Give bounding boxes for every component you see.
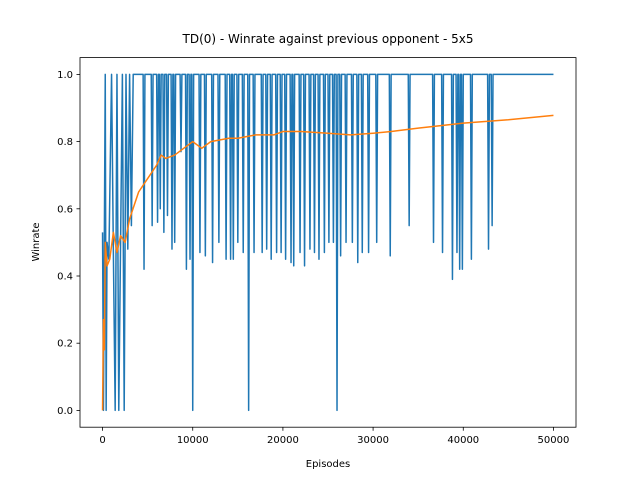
- x-tick-label: 40000: [447, 435, 479, 446]
- x-tick-label: 30000: [357, 435, 389, 446]
- y-tick-label: 1.0: [57, 70, 73, 81]
- y-tick-label: 0.2: [57, 339, 73, 350]
- x-tick-label: 50000: [538, 435, 570, 446]
- y-tick-label: 0.8: [57, 137, 73, 148]
- plot-frame: [79, 57, 577, 428]
- x-tick-label: 20000: [267, 435, 299, 446]
- x-tick-label: 0: [99, 435, 105, 446]
- line-series: [101, 73, 554, 412]
- y-tick-label: 0.6: [57, 204, 73, 215]
- x-axis-label: Episodes: [306, 459, 350, 470]
- y-tick-label: 0.4: [57, 272, 73, 283]
- line-series: [101, 114, 554, 411]
- chart-title: TD(0) - Winrate against previous opponen…: [182, 32, 474, 46]
- y-tick-label: 0.0: [57, 406, 73, 417]
- y-axis-label: Winrate: [31, 222, 42, 261]
- x-tick-label: 10000: [177, 435, 209, 446]
